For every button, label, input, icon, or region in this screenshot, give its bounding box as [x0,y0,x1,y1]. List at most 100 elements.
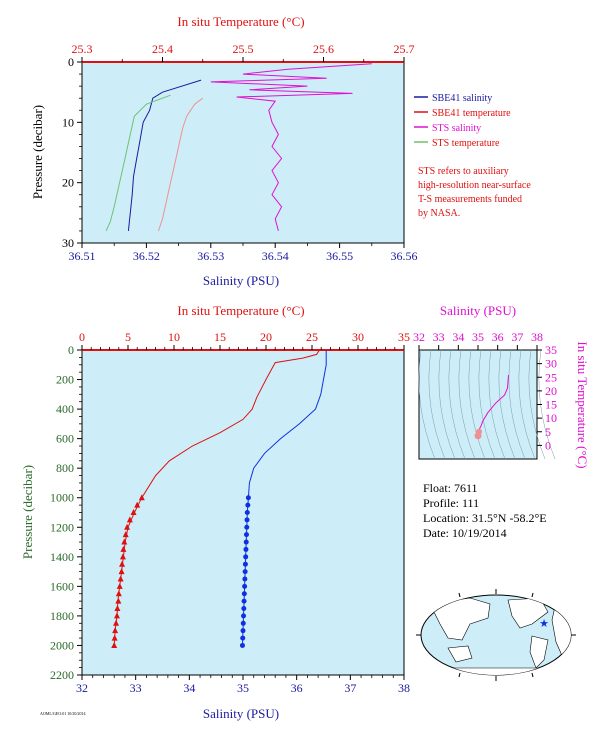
note-line-1: STS refers to auxiliary [418,166,509,177]
temperature-marker [117,575,124,582]
temperature-marker [115,590,122,597]
note-line-2: high-resolution near-surface [418,180,531,191]
temperature-marker [111,634,118,641]
ts-temp-tick-label: 30 [545,357,557,371]
top-series-sbe-salinity [127,79,202,231]
main-temp-tick-label: 5 [125,330,131,344]
isopycnal-line [498,349,516,460]
main-ticks-group: 0 5 10 15 20 25 30 35 32 33 34 35 36 37 38 0 200 400 600 80… [50,330,410,695]
near-surface-profile-chart: 25.3 25.4 25.5 25.6 25.7 36.51 36.52 36.53 36.54… [30,14,531,288]
main-pressure-tick-label: 0 [68,343,74,357]
top-chart-temperature-axis-label: In situ Temperature (°C) [177,14,304,29]
isopycnal-line [458,349,476,460]
temperature-marker [114,605,121,612]
salinity-marker [241,613,247,619]
main-pressure-tick-label: 1000 [50,491,74,505]
isopycnal-line [468,349,486,460]
top-pressure-tick-label: 10 [62,115,74,129]
top-sal-tick-label: 36.55 [326,249,353,263]
salinity-marker [244,517,250,523]
ts-sal-tick-label: 32 [413,330,425,344]
ts-temperature-axis-label: In situ Temperature (°C) [575,341,590,468]
top-temp-tick-label: 25.5 [233,42,254,56]
main-chart-pressure-axis-label: Pressure (decibar) [20,465,35,559]
temperature-marker [138,494,145,501]
isopycnal-line [508,349,526,460]
main-sal-tick-label: 38 [398,681,410,695]
isopycnal-line [528,349,546,460]
temperature-marker [112,627,119,634]
main-pressure-tick-label: 2200 [50,668,74,682]
ts-sal-tick-label: 38 [531,330,543,344]
ts-sal-tick-label: 33 [433,330,445,344]
main-pressure-tick-label: 1600 [50,579,74,593]
top-sal-tick-label: 36.51 [69,249,96,263]
ts-deep-cluster [475,428,482,435]
salinity-marker [242,583,248,589]
salinity-marker [245,495,251,501]
temperature-marker [116,582,123,589]
map-land-south-america [529,635,549,669]
salinity-marker [243,539,249,545]
top-sal-tick-label: 36.53 [197,249,224,263]
top-series-sts-temperature-sbe [158,97,203,232]
date: Date: 10/19/2014 [423,526,507,540]
top-pressure-tick-label: 20 [62,176,74,190]
main-temp-tick-label: 25 [306,330,318,344]
ts-temp-tick-label: 20 [545,384,557,398]
isopycnal-line [518,349,536,460]
float-location-star-icon: ★ [539,618,549,630]
salinity-marker [243,546,249,552]
float-id: Float: 7611 [423,481,478,495]
legend-sbe-temperature: SBE41 temperature [432,108,511,119]
salinity-marker [242,561,248,567]
temperature-marker [124,523,131,530]
top-sal-tick-label: 36.56 [391,249,418,263]
salinity-marker [241,606,247,612]
ts-sal-tick-label: 36 [492,330,504,344]
top-plot-area [81,61,405,244]
top-series-sts-salinity [210,63,372,232]
top-temp-tick-label: 25.4 [152,42,173,56]
main-pressure-tick-label: 2000 [50,638,74,652]
temperature-marker [120,545,127,552]
temperature-marker [119,553,126,560]
map-land-australia [447,645,473,663]
ts-temp-tick-label: 5 [545,425,551,439]
main-sal-tick-label: 32 [76,681,88,695]
salinity-marker [241,591,247,597]
isopycnal-line [428,349,446,460]
isopycnal-line [478,349,496,460]
map-land-asia [429,597,491,641]
main-sal-tick-label: 36 [291,681,303,695]
main-pressure-tick-label: 1400 [50,550,74,564]
ts-sal-tick-label: 35 [472,330,484,344]
main-pressure-tick-label: 1800 [50,609,74,623]
top-series-group [105,63,372,232]
temperature-marker [118,568,125,575]
temperature-marker [113,612,120,619]
top-sal-tick-label: 36.54 [262,249,289,263]
ts-sal-tick-label: 37 [511,330,523,344]
ts-isopycnals [418,349,556,460]
ts-series-group [474,375,509,440]
temperature-marker [119,560,126,567]
world-map: ★ [416,589,576,681]
main-sal-tick-label: 33 [130,681,142,695]
main-sal-tick-label: 34 [183,681,195,695]
isopycnal-line [438,349,456,460]
main-pressure-tick-label: 200 [56,373,74,387]
main-temp-tick-label: 10 [168,330,180,344]
location: Location: 31.5°N -58.2°E [423,511,547,525]
main-sal-tick-label: 35 [237,681,249,695]
top-temp-tick-label: 25.7 [394,42,415,56]
map-ticks [416,589,576,681]
temperature-marker [122,531,129,538]
temperature-marker [121,538,128,545]
temperature-marker [130,509,137,515]
temperature-marker [126,516,133,523]
isopycnal-line [418,349,436,460]
